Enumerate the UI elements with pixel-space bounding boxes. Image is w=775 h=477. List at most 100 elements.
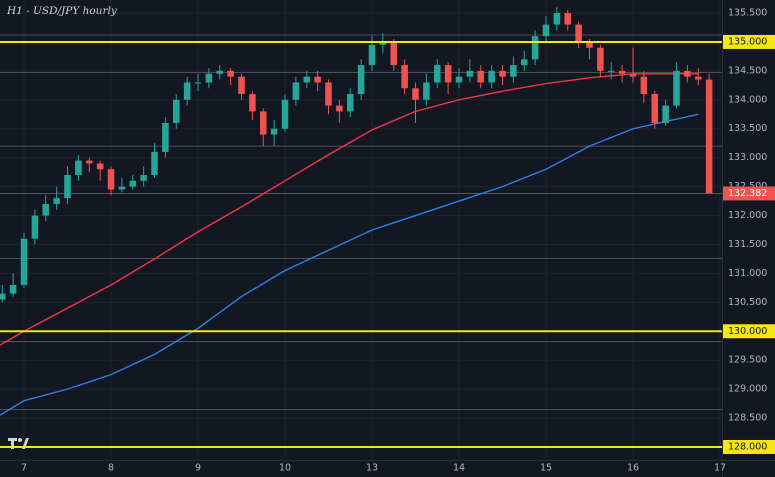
candle-body [488,70,495,83]
candle-body [303,76,311,83]
candle-body [629,73,637,77]
candle-body [575,24,582,42]
candle-body [216,70,224,74]
plot [0,7,722,448]
candle-body [270,128,278,135]
y-tick-label: 133.000 [728,152,767,163]
candle-body [140,175,147,181]
axes: 128.000 128.500 129.000 129.500 130.000 130.5… [21,8,775,474]
x-tick-label: 17 [714,463,726,474]
y-tick-label: 135.500 [728,8,767,19]
y-tick-label: 134.500 [728,65,767,76]
candle-body [194,82,202,84]
candle-body [531,36,539,60]
y-tick-label: 129.500 [728,355,767,366]
candle-body [9,284,17,294]
candle-body [401,65,408,89]
candle-body [684,70,691,77]
candle-body [249,94,256,112]
key-level-tag [723,34,775,49]
x-tick-label: 14 [453,463,465,474]
y-tick-label: 129.000 [728,384,767,395]
last-price-tag [723,186,775,201]
candle-body [0,293,6,300]
candle-body [444,65,452,83]
candle-body [227,70,234,77]
candle-body [510,65,517,77]
candle-body [325,82,332,106]
x-tick-label: 10 [279,463,291,474]
candle-body [238,76,245,95]
candle-body [64,175,71,199]
candle-body [651,94,659,123]
candle-body [694,76,702,80]
candle-body [433,65,441,83]
logo [8,438,29,449]
candle-body [107,169,115,190]
candle-body [423,82,430,100]
candle-body [205,73,213,83]
candle-body [183,82,191,100]
key-level-tag [723,324,775,339]
moving-average [0,113,699,416]
candle-body [368,44,376,66]
candle-body [466,70,474,77]
candle-body [455,76,463,83]
candle-body [118,186,126,190]
x-tick-label: 16 [627,463,639,474]
x-tick-label: 7 [21,463,27,474]
candle-body [85,160,93,164]
candle-body [499,70,506,77]
y-tick-label: 132.000 [728,210,767,221]
candle-body [640,76,648,95]
candle-body [586,41,593,48]
candle-body [75,160,82,176]
candle-body [336,105,343,112]
key-level-tag [723,439,775,454]
candle-body [412,88,419,100]
candle-body [314,76,321,83]
x-tick-label: 8 [108,463,114,474]
candle-body [705,79,713,194]
chart-title: H1 - USD/JPY hourly [6,5,118,17]
candle-body [20,238,28,285]
x-tick-label: 9 [195,463,201,474]
key-level-label: 130.000 [728,326,767,337]
candle-body [151,151,158,176]
candle-body [31,215,39,239]
y-tick-label: 130.500 [728,297,767,308]
y-tick-label: 133.500 [728,123,767,134]
key-level-label: 128.000 [728,441,767,452]
key-level-label: 135.000 [728,36,767,47]
candle-body [597,47,604,71]
candle-body [129,180,137,187]
candle-body [607,70,615,72]
candle-body [379,41,387,45]
candle-body [542,24,550,37]
candle-body [172,99,180,123]
x-tick-label: 15 [540,463,552,474]
candle-body [42,203,50,216]
x-tick-label: 13 [366,463,378,474]
candle-body [259,111,267,135]
candle-body [477,70,485,83]
last-price-label: 132.382 [728,188,767,199]
candle-body [53,198,60,204]
candle-body [662,105,669,123]
y-tick-label: 128.500 [728,413,767,424]
candle-body [673,70,680,106]
candle-body [618,70,626,74]
y-tick-label: 131.500 [728,239,767,250]
candle-body [390,41,398,66]
candle-body [346,94,354,112]
candle-body [553,13,561,25]
y-tick-label: 131.000 [728,268,767,279]
candle-body [292,82,300,100]
candle-body [357,65,365,95]
candle-body [162,122,169,152]
candle-body [96,163,104,170]
candle-body [281,99,289,129]
moving-average [0,73,699,346]
candle-body [564,13,572,25]
